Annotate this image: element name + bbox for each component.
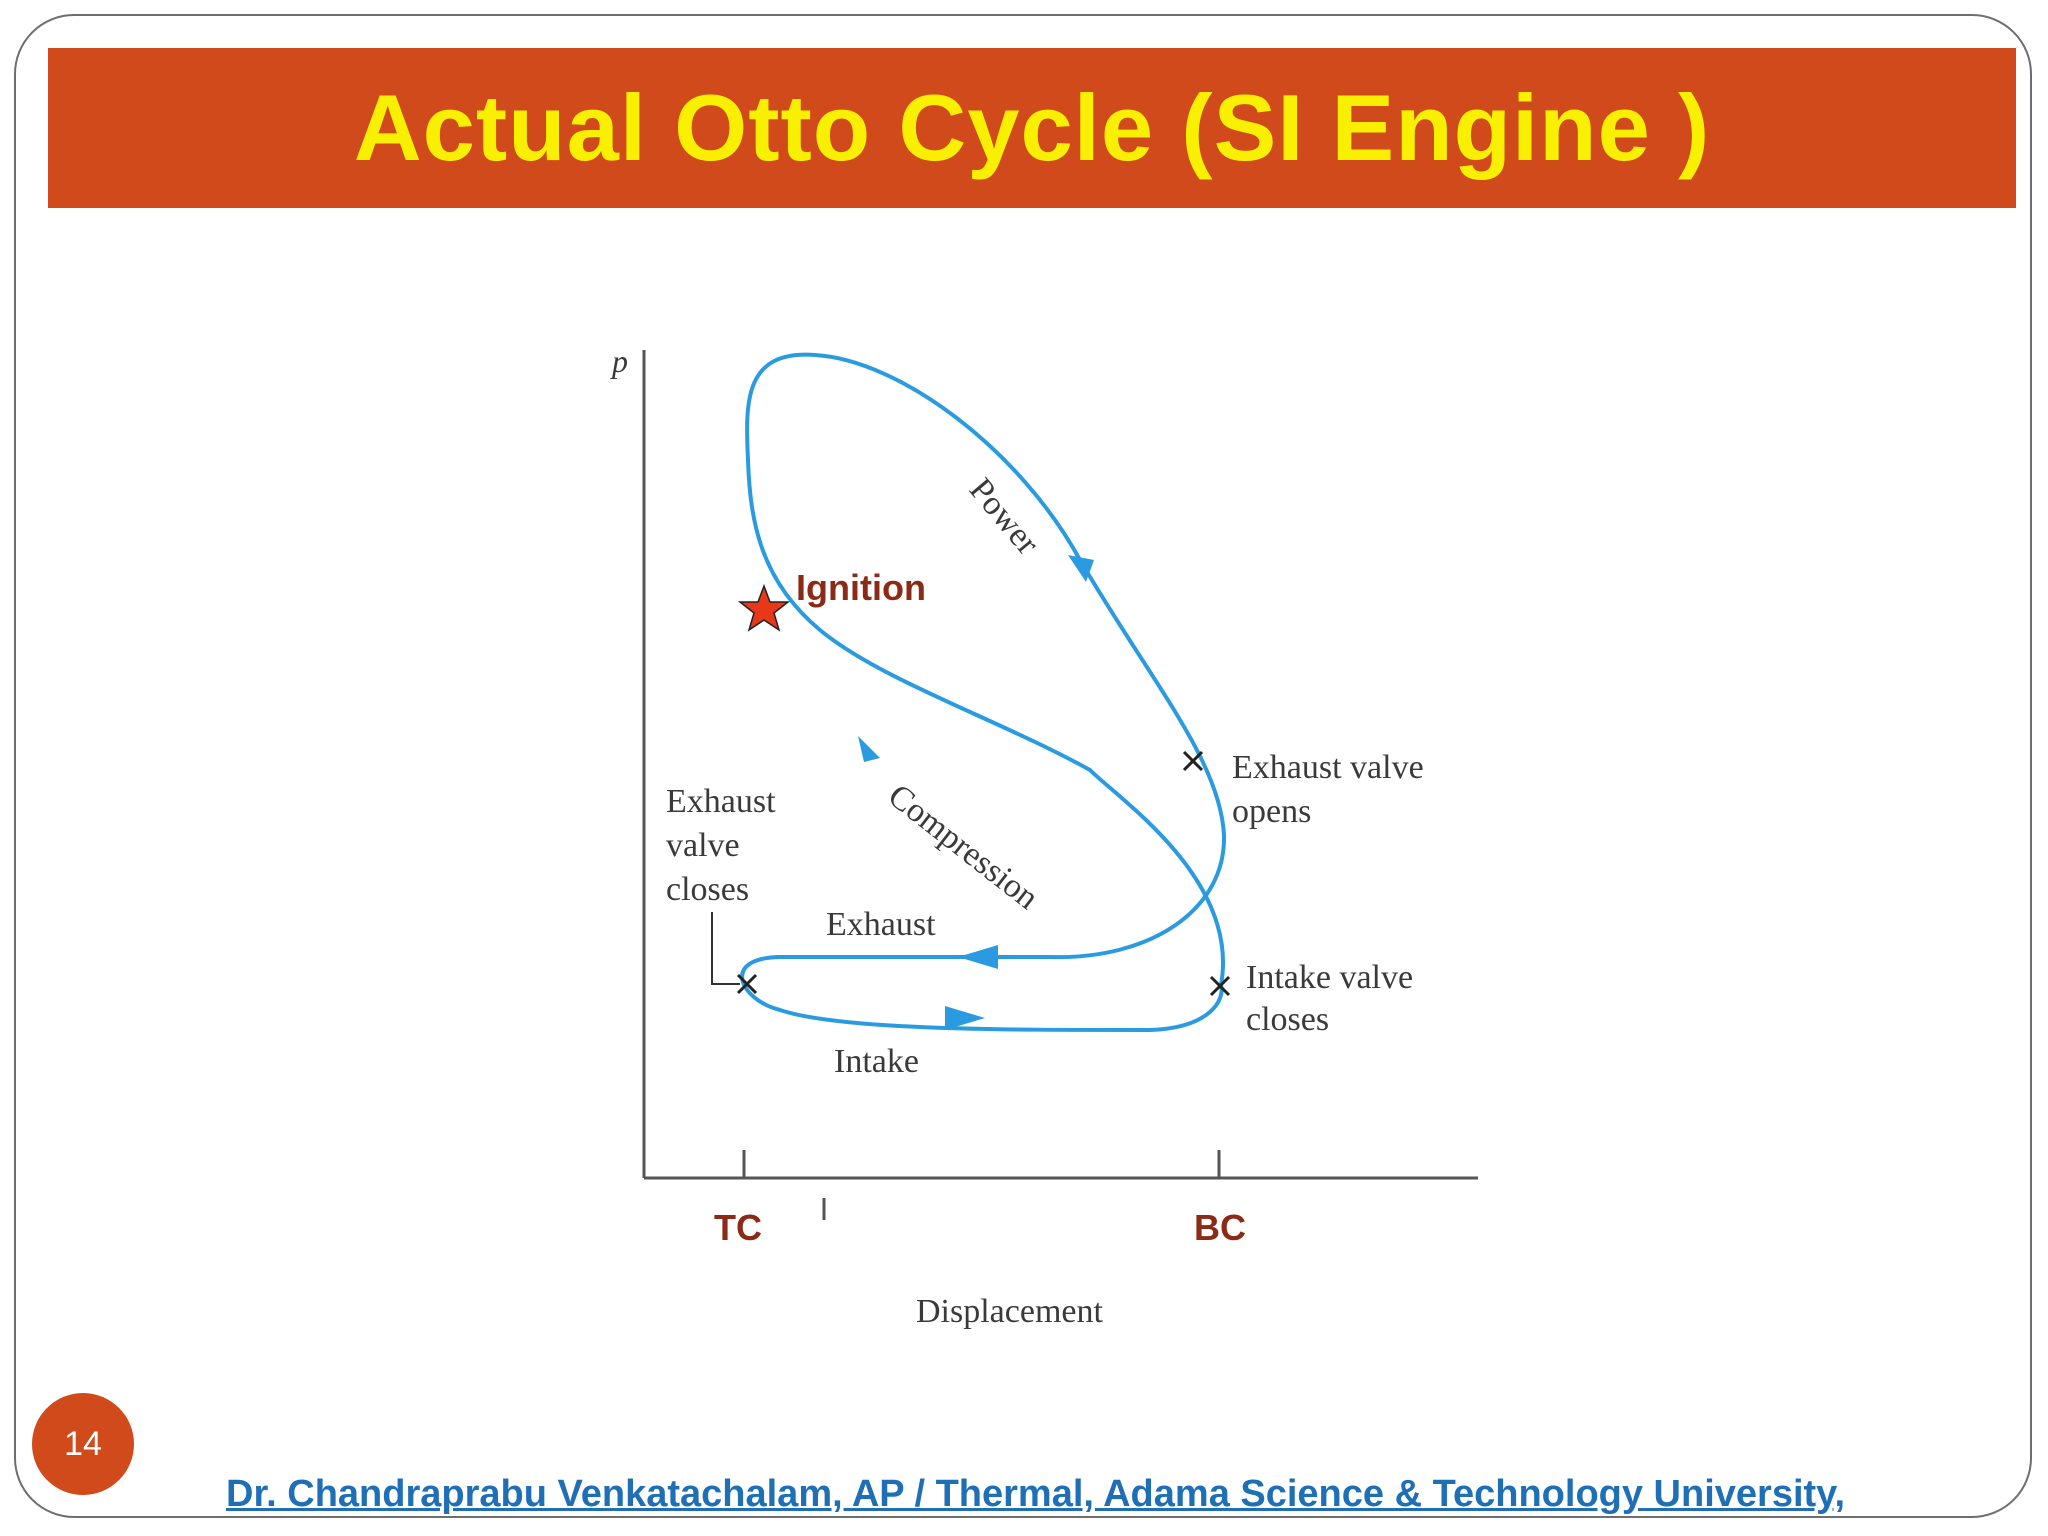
bc-label: BC	[1194, 1207, 1246, 1248]
page-number-badge: 14	[32, 1393, 134, 1495]
slide-frame	[14, 14, 2032, 1518]
compression-arrow	[858, 736, 880, 762]
exhaust-valve-closes-label: Exhaust valve closes	[666, 783, 784, 908]
power-label: Power	[962, 471, 1047, 562]
exhaust-label: Exhaust	[826, 906, 936, 943]
intake-arrow	[945, 1006, 985, 1030]
exhaust-valve-closes-marker	[736, 973, 758, 995]
compression-label: Compression	[881, 777, 1045, 917]
displacement-label: Displacement	[916, 1293, 1103, 1330]
intake-label: Intake	[834, 1043, 919, 1080]
otto-cycle-curve	[740, 352, 1227, 1033]
power-arrow	[1068, 555, 1094, 582]
slide-title: Actual Otto Cycle (SI Engine )	[353, 75, 1711, 180]
exhaust-valve-opens-marker	[1182, 750, 1204, 772]
exhaust-arrow	[958, 945, 998, 969]
page-number: 14	[64, 1424, 102, 1463]
tc-label: TC	[714, 1207, 762, 1248]
ignition-label: Ignition	[796, 567, 926, 608]
intake-valve-closes-label: Intake valve closes	[1246, 959, 1422, 1038]
exhaust-valve-opens-label: Exhaust valve opens	[1232, 749, 1432, 830]
exhaust-valve-closes-leader	[711, 912, 740, 985]
ignition-star-icon	[737, 583, 791, 632]
intake-valve-closes-marker	[1209, 975, 1231, 997]
title-bar: Actual Otto Cycle (SI Engine )	[48, 48, 2016, 208]
p-axis-label: p	[610, 343, 628, 379]
footer-credit[interactable]: Dr. Chandraprabu Venkatachalam, AP / The…	[226, 1473, 1846, 1515]
